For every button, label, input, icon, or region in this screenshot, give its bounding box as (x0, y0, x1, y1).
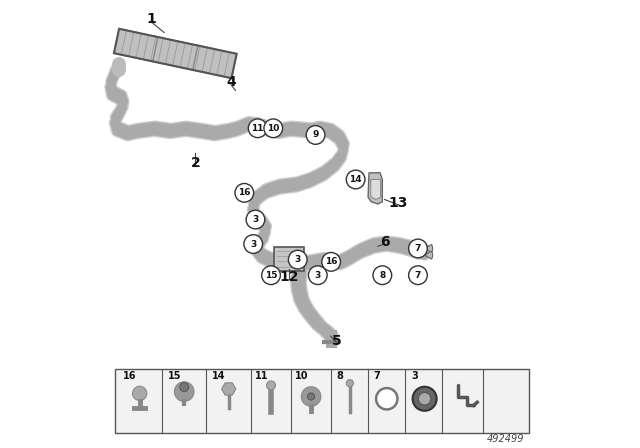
Wedge shape (424, 245, 433, 253)
Circle shape (408, 239, 428, 258)
Circle shape (308, 393, 315, 400)
Text: 492499: 492499 (487, 435, 525, 444)
Text: 2: 2 (191, 155, 200, 169)
Text: 12: 12 (279, 270, 299, 284)
Circle shape (346, 170, 365, 189)
Circle shape (264, 119, 283, 138)
Circle shape (322, 253, 340, 271)
Text: 3: 3 (315, 271, 321, 280)
Circle shape (175, 382, 194, 401)
Circle shape (306, 125, 325, 144)
Polygon shape (114, 29, 237, 78)
Text: 16: 16 (238, 188, 251, 197)
Text: 4: 4 (226, 75, 236, 90)
Text: 16: 16 (123, 371, 137, 381)
Circle shape (180, 383, 189, 392)
Circle shape (244, 235, 262, 254)
Text: 11: 11 (255, 371, 268, 381)
Polygon shape (221, 383, 236, 395)
Circle shape (289, 250, 307, 269)
Circle shape (301, 387, 321, 406)
Circle shape (246, 210, 265, 229)
Text: 14: 14 (349, 175, 362, 184)
Circle shape (373, 266, 392, 284)
Circle shape (235, 184, 253, 202)
Text: 3: 3 (250, 240, 257, 249)
Text: 14: 14 (212, 371, 226, 381)
Circle shape (248, 119, 267, 138)
Text: 7: 7 (415, 244, 421, 253)
Circle shape (408, 266, 428, 284)
Text: 8: 8 (337, 371, 344, 381)
Circle shape (262, 266, 280, 284)
Text: 15: 15 (168, 371, 181, 381)
Circle shape (413, 387, 436, 411)
Text: 10: 10 (267, 124, 280, 133)
Bar (115, 369, 529, 433)
Circle shape (346, 379, 353, 387)
Circle shape (376, 388, 397, 409)
Circle shape (419, 392, 431, 405)
Text: 7: 7 (374, 371, 380, 381)
Text: 10: 10 (294, 371, 308, 381)
Text: 8: 8 (380, 271, 385, 280)
Text: 9: 9 (312, 130, 319, 139)
Text: 1: 1 (146, 12, 156, 26)
Text: 15: 15 (265, 271, 277, 280)
Text: 16: 16 (325, 257, 337, 267)
Circle shape (308, 266, 327, 284)
Circle shape (267, 381, 275, 390)
Text: 3: 3 (252, 215, 259, 224)
Polygon shape (368, 173, 382, 204)
Circle shape (132, 386, 147, 401)
Text: 7: 7 (415, 271, 421, 280)
Wedge shape (424, 251, 433, 259)
Text: 11: 11 (252, 124, 264, 133)
Text: 3: 3 (294, 255, 301, 264)
Text: 6: 6 (380, 235, 389, 249)
FancyBboxPatch shape (274, 247, 303, 271)
Polygon shape (371, 180, 381, 199)
Text: 5: 5 (332, 334, 342, 348)
Text: 3: 3 (412, 371, 418, 381)
Text: 13: 13 (388, 196, 408, 210)
